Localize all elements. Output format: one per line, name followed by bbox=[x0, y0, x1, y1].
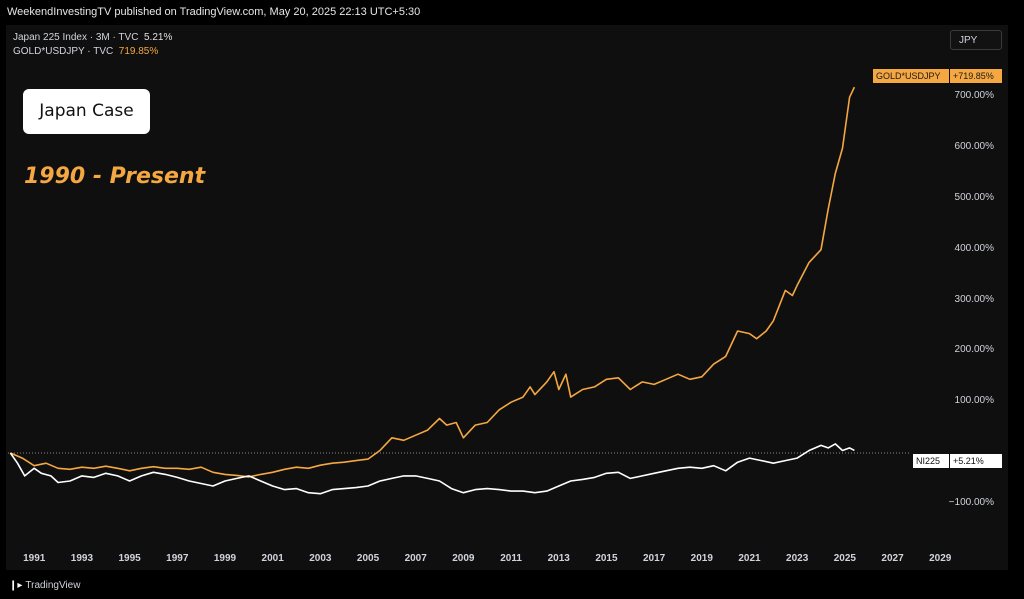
x-tick-label: 1993 bbox=[70, 553, 94, 564]
chart-panel[interactable] bbox=[6, 25, 1008, 570]
y-tick-label: 400.00% bbox=[954, 242, 994, 254]
y-tick-label: −100.00% bbox=[948, 496, 994, 508]
x-tick-label: 2019 bbox=[690, 553, 713, 564]
x-tick-label: 2017 bbox=[642, 553, 666, 564]
x-tick-label: 2003 bbox=[309, 553, 332, 564]
x-tick-label: 2021 bbox=[738, 553, 761, 564]
y-tick-label: 100.00% bbox=[954, 395, 994, 407]
gold-value-tag: +719.85% bbox=[950, 69, 1002, 83]
x-tick-label: 2025 bbox=[833, 553, 856, 564]
x-tick-label: 2007 bbox=[404, 553, 427, 564]
legend-gold-label: GOLD*USDJPY · TVC bbox=[13, 46, 114, 57]
legend-item-index[interactable]: Japan 225 Index · 3M · TVC 5.21% bbox=[13, 31, 172, 45]
series-line-ni225[interactable] bbox=[9, 443, 855, 495]
y-tick-label: 700.00% bbox=[954, 90, 994, 102]
brand-label: TradingView bbox=[25, 580, 81, 591]
x-tick-label: 2013 bbox=[547, 553, 570, 564]
x-tick-label: 2027 bbox=[881, 553, 904, 564]
period-label: 1990 - Present bbox=[24, 164, 206, 189]
published-line: WeekendInvestingTV published on TradingV… bbox=[7, 6, 421, 18]
legend-index-value: 5.21% bbox=[144, 32, 173, 43]
x-tick-label: 2001 bbox=[261, 553, 284, 564]
y-tick-label: 600.00% bbox=[954, 141, 994, 153]
case-title-box: Japan Case bbox=[23, 89, 150, 134]
legend-index-label: Japan 225 Index · 3M · TVC bbox=[13, 32, 139, 43]
y-tick-label: 500.00% bbox=[954, 191, 994, 203]
currency-button[interactable]: JPY bbox=[950, 30, 1002, 50]
y-tick-label: 300.00% bbox=[954, 293, 994, 305]
gold-name-tag: GOLD*USDJPY bbox=[873, 69, 949, 83]
x-tick-label: 1995 bbox=[118, 553, 141, 564]
legend-gold-value: 719.85% bbox=[118, 46, 159, 57]
index-value-tag: +5.21% bbox=[950, 454, 1002, 468]
x-tick-label: 1999 bbox=[213, 553, 237, 564]
tradingview-brand[interactable]: ❙▸ TradingView bbox=[9, 580, 80, 591]
x-tick-label: 1997 bbox=[166, 553, 189, 564]
index-name-tag: NI225 bbox=[913, 454, 949, 468]
x-tick-label: 2011 bbox=[500, 553, 522, 564]
x-tick-label: 1991 bbox=[23, 553, 46, 564]
x-tick-label: 2015 bbox=[595, 553, 618, 564]
legend: Japan 225 Index · 3M · TVC 5.21% GOLD*US… bbox=[13, 31, 172, 59]
series-line-gold-usdjpy[interactable] bbox=[10, 86, 856, 478]
x-tick-label: 2023 bbox=[786, 553, 809, 564]
x-tick-label: 2005 bbox=[356, 553, 380, 564]
legend-item-gold[interactable]: GOLD*USDJPY · TVC 719.85% bbox=[13, 45, 172, 59]
tradingview-logo-icon: ❙▸ bbox=[9, 580, 23, 591]
x-tick-label: 2009 bbox=[452, 553, 475, 564]
x-tick-label: 2029 bbox=[929, 553, 952, 564]
y-tick-label: 200.00% bbox=[954, 344, 994, 356]
